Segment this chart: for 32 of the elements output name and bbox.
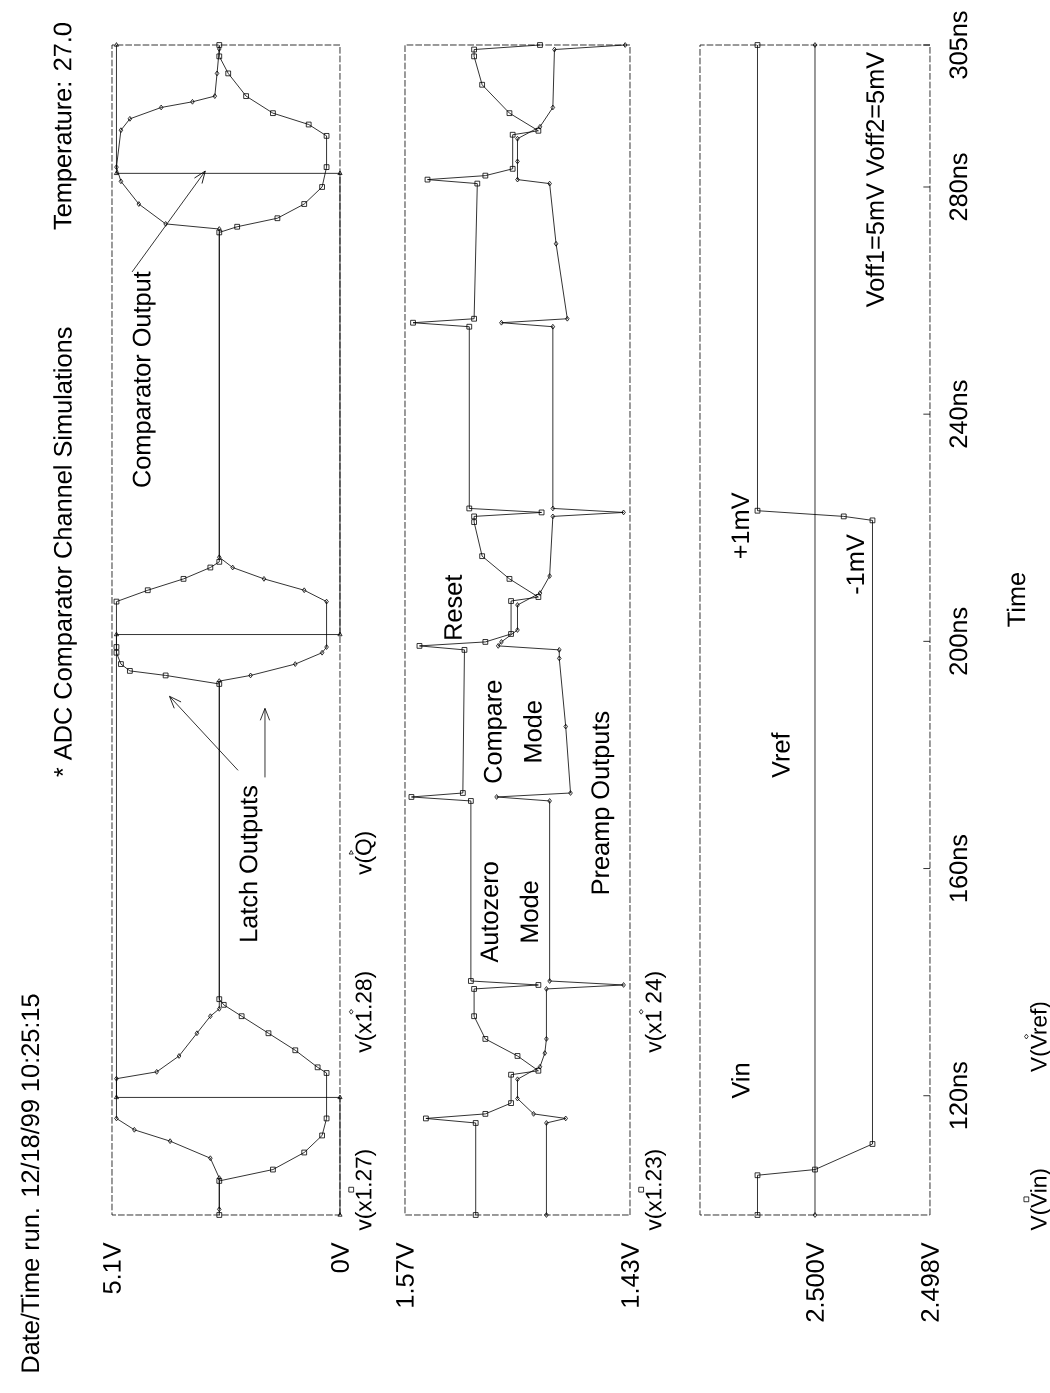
legend-label: v(x1.23)	[644, 1150, 666, 1231]
annotation: Comparator Output	[132, 271, 156, 487]
y-tick-label: 120ns	[949, 1062, 968, 1129]
y-tick-label: 160ns	[949, 834, 968, 902]
y-tick-label: 280ns	[949, 153, 968, 221]
y-tick-label: 240ns	[949, 380, 968, 448]
text: Date/Time run. 12/18/99 10:25:15	[20, 994, 40, 1372]
y-tick-label: 305ns	[949, 11, 968, 79]
annotation: Voff1=5mV Voff2=5mV	[865, 51, 885, 308]
annotation: Vin	[731, 1064, 750, 1099]
annotation: Preamp Outputs	[591, 711, 615, 894]
x-tick-label: 1.43V	[621, 1242, 639, 1307]
legend-label: v(x1 24)	[644, 972, 666, 1053]
y-axis-title: Time	[1006, 573, 1026, 627]
annotation: Reset	[444, 574, 462, 639]
text: * ADC Comparator Channel Simulations	[53, 327, 77, 777]
legend-label: v(x1.28)	[354, 972, 377, 1053]
annotation: -1mV	[846, 534, 864, 594]
text: Temperature: 27.0	[53, 23, 77, 230]
x-tick-label: 1.57V	[396, 1242, 414, 1307]
annotation: Autozero Mode	[480, 862, 539, 963]
x-tick-label: 2.498V	[921, 1242, 939, 1322]
legend-label: v(Q)	[354, 832, 377, 875]
x-tick-label: 0V	[331, 1242, 349, 1273]
x-tick-label: 2.500V	[806, 1242, 824, 1322]
x-tick-label: 5.1V	[103, 1242, 121, 1294]
annotation: Latch Outputs	[238, 786, 263, 941]
y-tick-label: 200ns	[949, 607, 968, 675]
annotation: Compare Mode	[483, 680, 542, 783]
annotation: Vref	[771, 732, 790, 778]
annotation: +1mV	[731, 492, 749, 559]
legend-label: v(x1.27)	[354, 1150, 377, 1231]
